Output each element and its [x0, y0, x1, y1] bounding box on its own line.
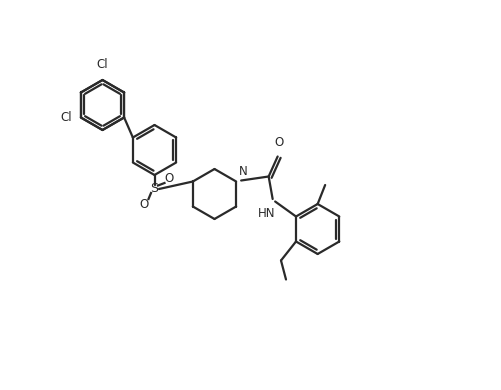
Text: S: S — [150, 183, 158, 195]
Text: N: N — [238, 165, 247, 177]
Text: Cl: Cl — [97, 58, 108, 71]
Text: O: O — [274, 136, 283, 149]
Text: Cl: Cl — [60, 111, 72, 124]
Text: HN: HN — [258, 206, 276, 220]
Text: O: O — [165, 172, 174, 184]
Text: O: O — [140, 197, 149, 211]
